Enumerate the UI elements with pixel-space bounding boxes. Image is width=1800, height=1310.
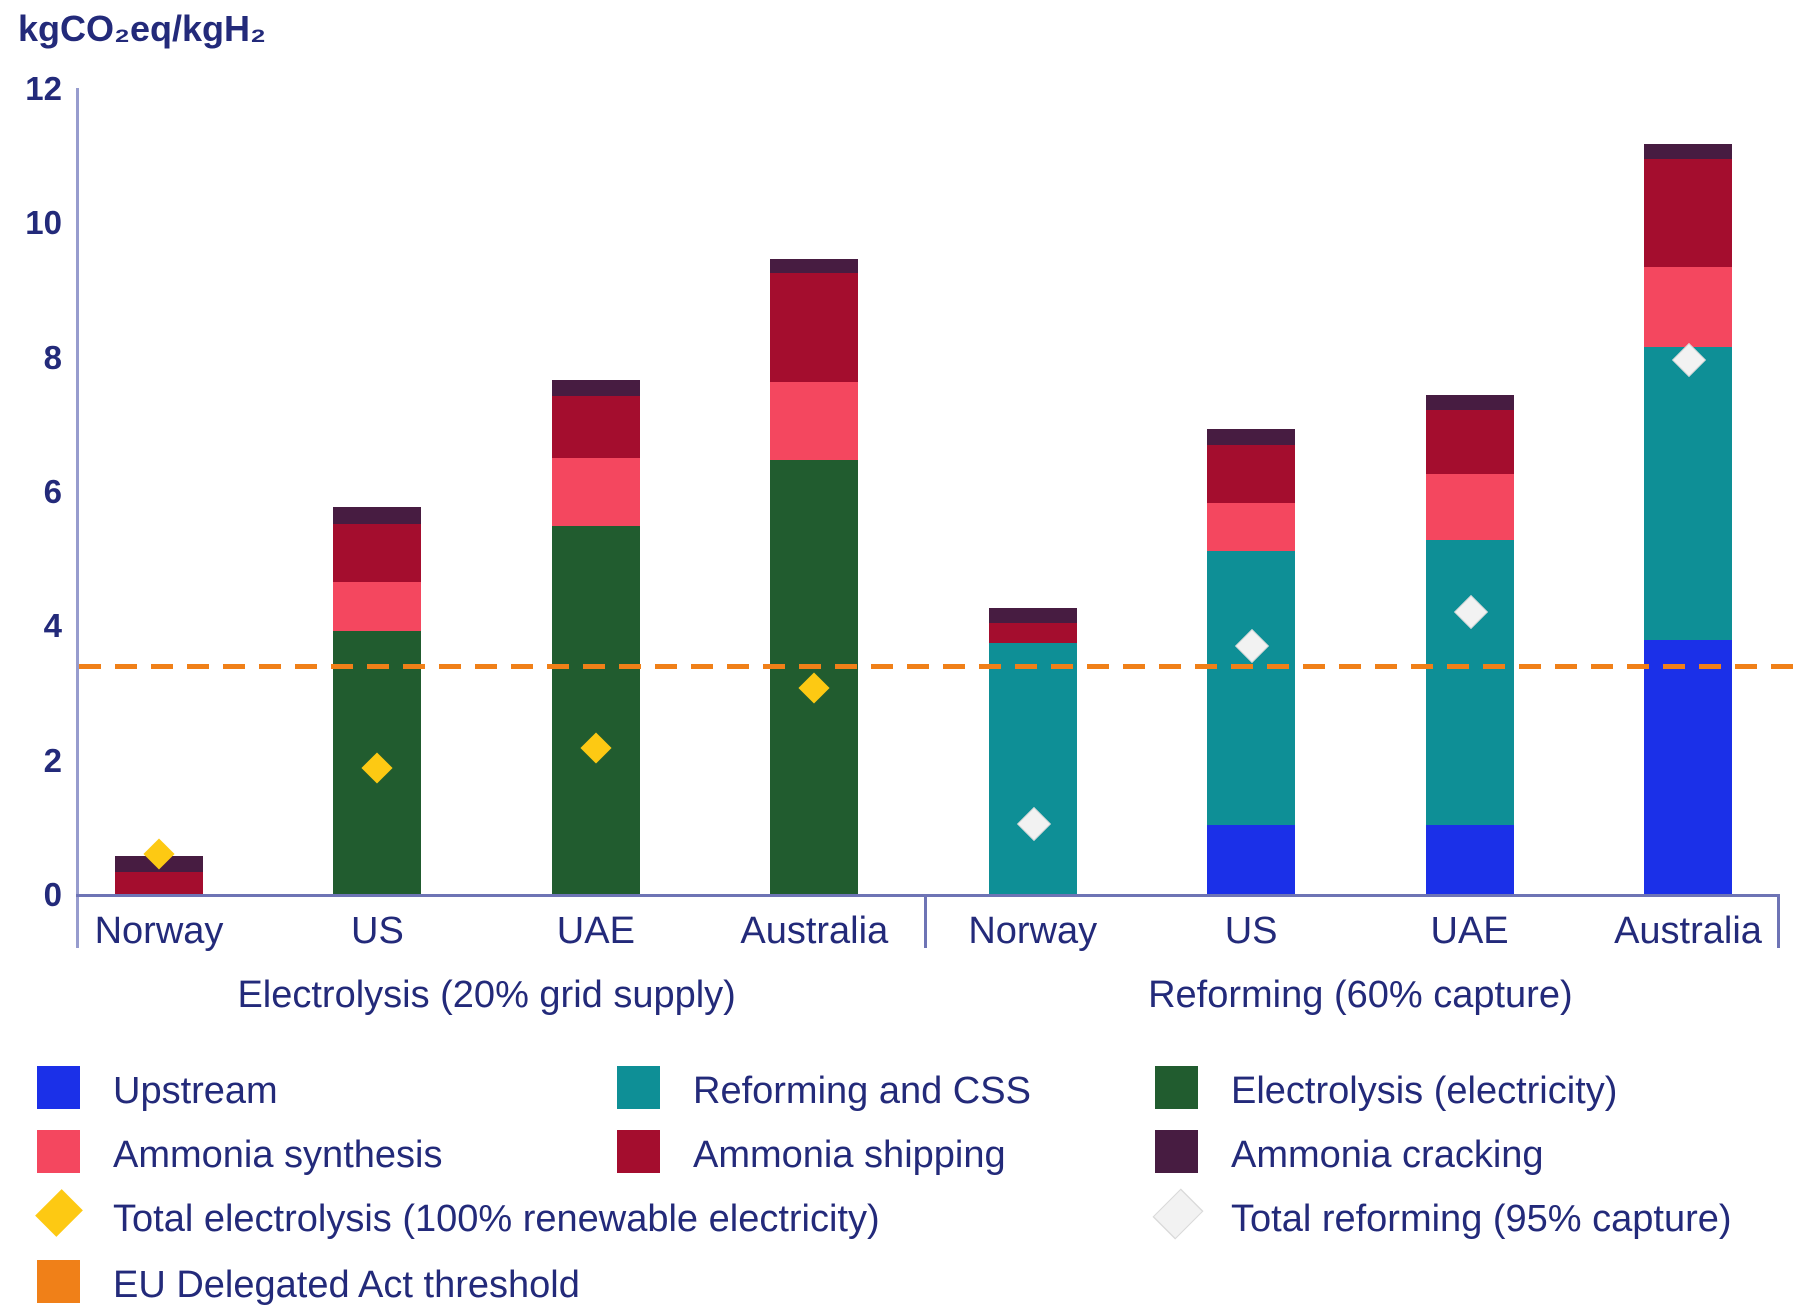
legend-swatch-square	[1155, 1130, 1198, 1173]
group-divider-tick	[923, 894, 927, 948]
x-country-label: Norway	[968, 910, 1098, 952]
legend-label: Electrolysis (electricity)	[1231, 1070, 1618, 1112]
legend-swatch-square	[1155, 1066, 1198, 1109]
x-country-label: UAE	[1430, 910, 1509, 952]
bar-segment-reforming-ccs	[1207, 551, 1296, 825]
bar-segment-upstream	[1644, 640, 1732, 894]
x-country-label: UAE	[556, 910, 635, 952]
bar-segment-ammonia-cracking	[1644, 143, 1732, 160]
legend-label: Ammonia synthesis	[113, 1134, 443, 1176]
bar-segment-ammonia-cracking	[770, 258, 859, 274]
bar-segment-ammonia-synthesis	[333, 582, 422, 632]
x-country-label: US	[351, 910, 404, 952]
x-country-label: Australia	[1614, 910, 1762, 952]
right-edge-tick	[1777, 894, 1780, 948]
bar-segment-ammonia-shipping	[333, 523, 422, 583]
bar-segment-ammonia-cracking	[1207, 428, 1296, 446]
bar-segment-reforming-ccs	[1644, 347, 1732, 641]
x-country-label: Norway	[94, 910, 224, 952]
x-group-title: Reforming (60% capture)	[1148, 974, 1573, 1016]
bar-segment-ammonia-shipping	[1644, 159, 1732, 268]
bar-segment-ammonia-synthesis	[1644, 267, 1732, 348]
legend-swatch-square	[37, 1130, 80, 1173]
x-group-title: Electrolysis (20% grid supply)	[237, 974, 736, 1016]
legend-label: Total reforming (95% capture)	[1231, 1198, 1732, 1240]
bar-segment-upstream	[1425, 824, 1514, 894]
legend-label: Ammonia shipping	[693, 1134, 1006, 1176]
legend-swatch-square	[617, 1130, 660, 1173]
x-axis-line	[76, 894, 1780, 897]
legend-label: Ammonia cracking	[1231, 1134, 1544, 1176]
legend-swatch-diamond	[1152, 1188, 1204, 1240]
bar-segment-ammonia-shipping	[1207, 445, 1296, 504]
bar-segment-ammonia-shipping	[115, 871, 203, 894]
x-country-label: Australia	[740, 910, 889, 952]
bar-segment-ammonia-synthesis	[770, 382, 859, 461]
bar-segment-ammonia-cracking	[551, 379, 640, 397]
bar-segment-ammonia-shipping	[1425, 410, 1514, 474]
legend-label: Total electrolysis (100% renewable elect…	[113, 1198, 880, 1240]
y-tick-label: 4	[43, 607, 62, 645]
legend-swatch-square	[37, 1260, 80, 1303]
y-tick-label: 10	[25, 204, 62, 242]
bar-segment-ammonia-shipping	[770, 273, 859, 383]
legend-label: Reforming and CSS	[693, 1070, 1031, 1112]
bar-segment-reforming-ccs	[1425, 540, 1514, 825]
y-tick-label: 6	[43, 473, 62, 510]
y-tick-label: 2	[43, 741, 62, 779]
bar-segment-ammonia-shipping	[988, 623, 1077, 644]
threshold-line	[79, 663, 1798, 669]
bar-segment-ammonia-cracking	[1425, 394, 1514, 411]
legend-swatch-square	[617, 1066, 660, 1109]
bar-segment-ammonia-synthesis	[1425, 473, 1514, 541]
bar-segment-ammonia-synthesis	[1207, 503, 1296, 552]
y-tick-label: 8	[43, 338, 62, 376]
bar-segment-ammonia-cracking	[333, 507, 422, 524]
legend-label: EU Delegated Act threshold	[113, 1264, 580, 1306]
legend-swatch-diamond	[35, 1189, 83, 1237]
y-axis-title: kgCO₂eq/kgH₂	[18, 8, 267, 49]
x-country-label: US	[1224, 910, 1278, 952]
bar-segment-reforming-ccs	[988, 643, 1077, 894]
y-tick-label: 12	[25, 70, 62, 107]
y-tick-label: 0	[43, 876, 62, 913]
bar-segment-ammonia-cracking	[988, 607, 1077, 624]
bar-segment-ammonia-shipping	[551, 396, 640, 459]
bar-segment-upstream	[1207, 824, 1296, 894]
bar-segment-ammonia-synthesis	[551, 458, 640, 526]
legend-label: Upstream	[113, 1070, 278, 1112]
y-axis-line	[76, 88, 79, 948]
legend-swatch-square	[37, 1066, 80, 1109]
bar-segment-electrolysis	[551, 525, 640, 894]
